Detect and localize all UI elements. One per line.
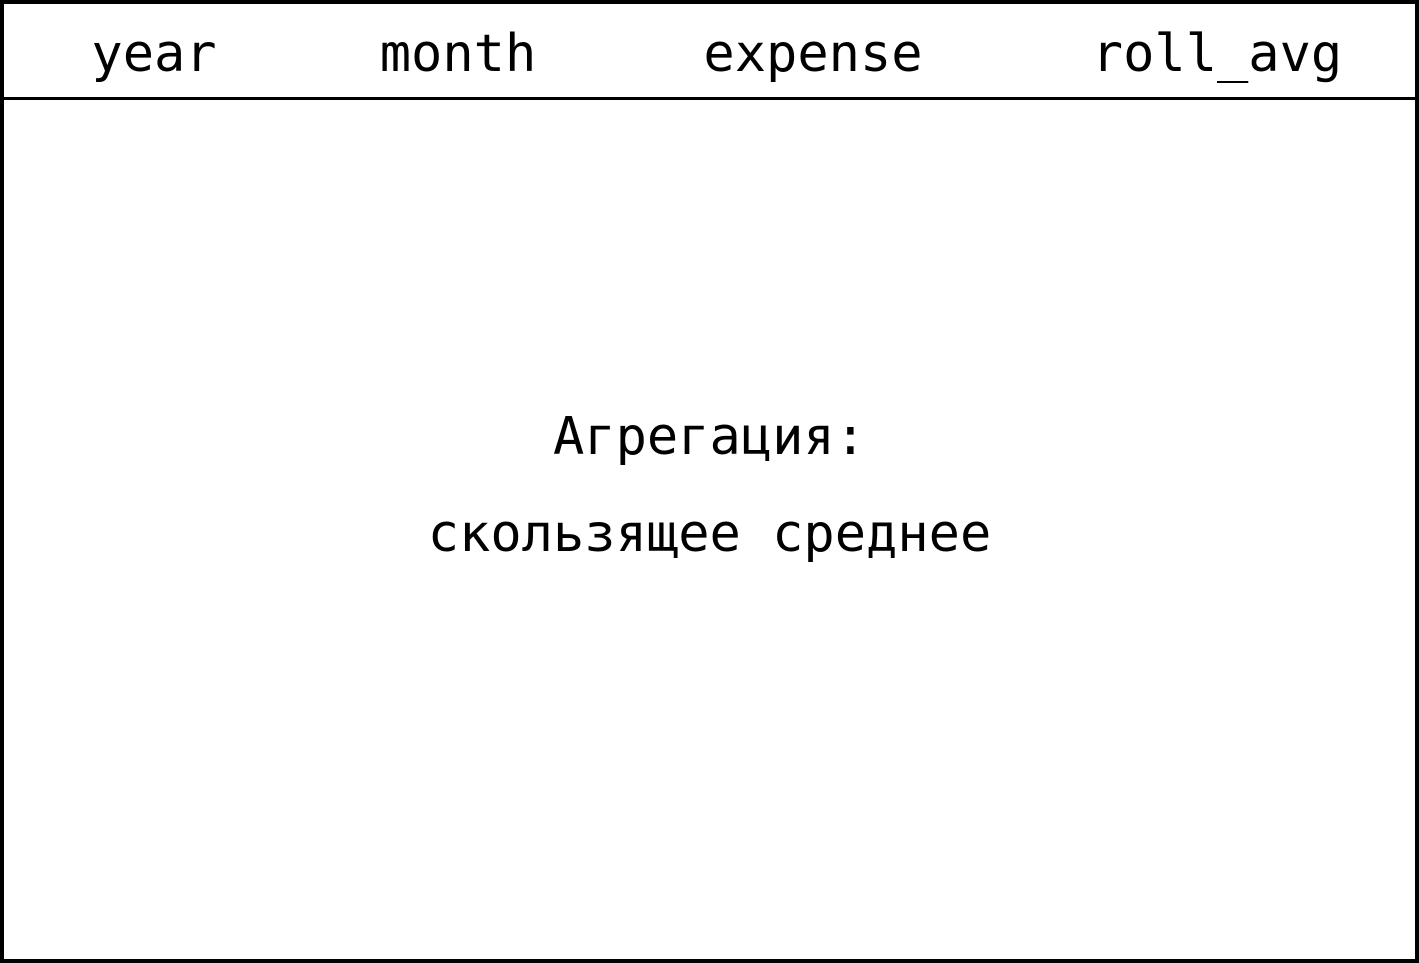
column-header-year: year [91, 24, 217, 84]
column-header-roll-avg: roll_avg [1091, 24, 1343, 84]
table-header-row: year month expense roll_avg [4, 4, 1415, 100]
table-body: Агрегация: скользящее среднее [4, 100, 1415, 959]
aggregation-label: Агрегация: [552, 407, 867, 467]
aggregation-method: скользящее среднее [427, 504, 992, 564]
column-header-month: month [379, 24, 537, 84]
column-header-expense: expense [703, 24, 923, 84]
